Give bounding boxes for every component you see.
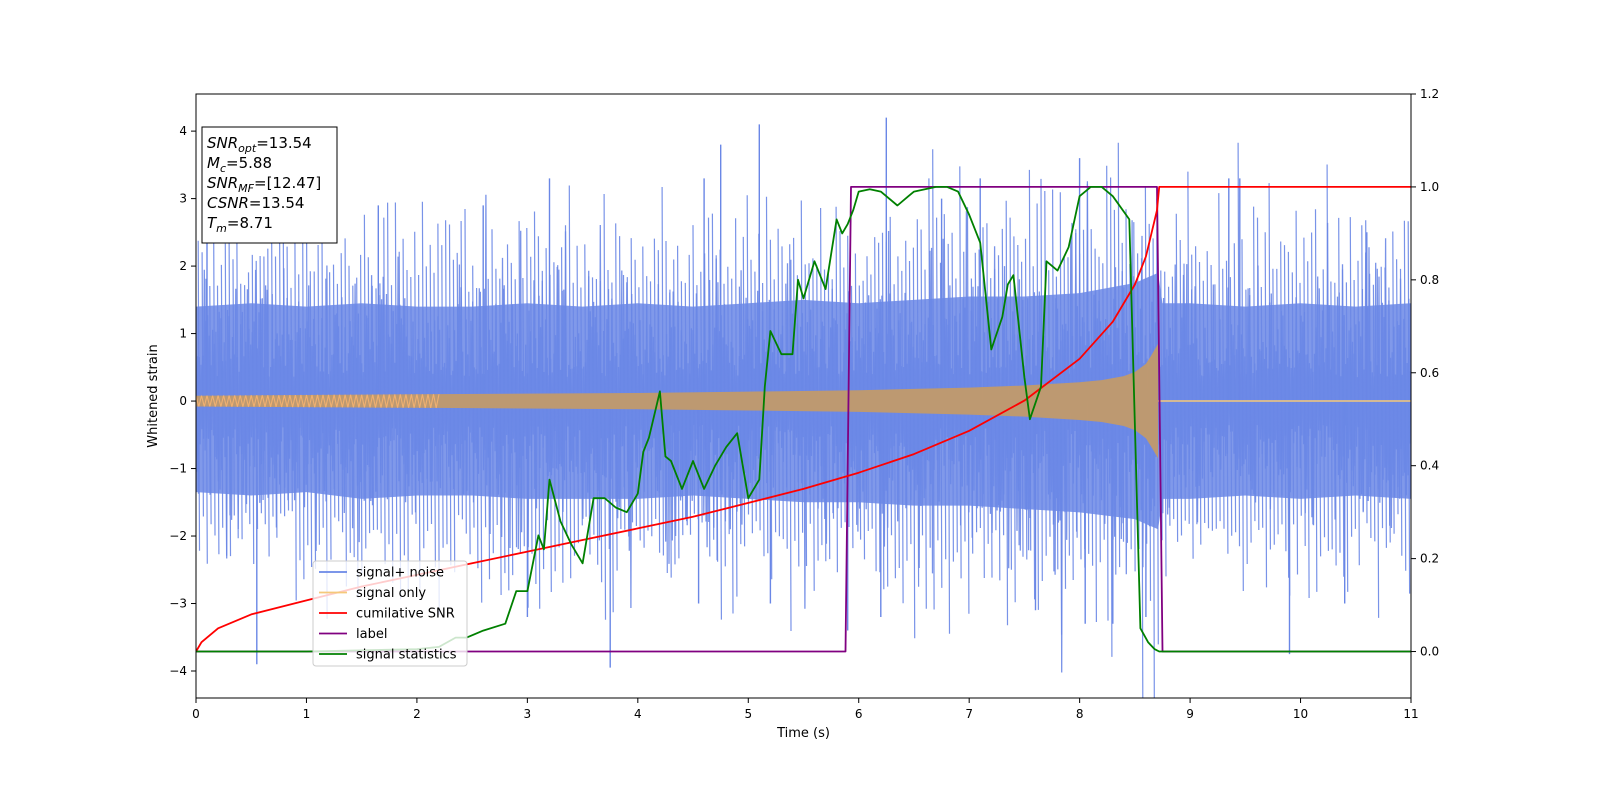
- legend-frame: [312, 560, 468, 667]
- annotation-line: Mc=5.88: [207, 154, 272, 175]
- legend-label: signal only: [356, 586, 426, 601]
- annotation-frame: [201, 126, 338, 244]
- y-left-tick-label: −2: [169, 529, 187, 543]
- annotation-value: =13.54: [256, 134, 312, 152]
- x-tick-label: 1: [303, 707, 311, 721]
- x-tick-label: 3: [524, 707, 532, 721]
- annotation-line: CSNR=13.54: [207, 194, 304, 212]
- x-axis-label: Time (s): [776, 726, 830, 741]
- y-left-tick-label: 0: [179, 394, 187, 408]
- annotation-symbol: SNR: [207, 174, 238, 192]
- y-right-tick-label: 0.0: [1420, 645, 1439, 659]
- x-tick-label: 6: [855, 707, 863, 721]
- x-tick-label: 10: [1293, 707, 1308, 721]
- x-tick-label: 8: [1076, 707, 1084, 721]
- legend-label: cumilative SNR: [356, 607, 455, 622]
- y-left-tick-label: −1: [169, 462, 187, 476]
- y-right-tick-label: 1.0: [1420, 180, 1439, 194]
- right-axis-series: [196, 186, 1411, 653]
- y-right-tick-label: 1.2: [1420, 87, 1439, 101]
- annotation-subscript: c: [220, 162, 226, 175]
- plot-frame: [195, 93, 1412, 699]
- legend: signal+ noise signal only cumilative SNR la…: [312, 560, 468, 667]
- y-right-tick-label: 0.6: [1420, 366, 1439, 380]
- y-right-tick-label: 0.4: [1420, 459, 1439, 473]
- x-tick-label: 9: [1186, 707, 1194, 721]
- annotation-symbol: M: [207, 154, 220, 172]
- y-left-tick-label: −3: [169, 597, 187, 611]
- signal-only-series: [196, 343, 1411, 459]
- annotation-symbol: CSNR: [207, 194, 249, 212]
- x-tick-label: 4: [634, 707, 642, 721]
- annotation-symbol: SNR: [207, 134, 238, 152]
- series-line-cumilative-snr: [196, 186, 1411, 652]
- annotation-line: SNRMF=[12.47]: [207, 174, 321, 195]
- x-tick-label: 7: [965, 707, 973, 721]
- x-tick-label: 11: [1403, 707, 1418, 721]
- y-axis-left: −4 −3 −2 −1 0 1 2 3 4: [169, 124, 196, 678]
- series-line-signal-statistics: [196, 186, 1411, 653]
- signal-only-band: [196, 343, 1159, 459]
- y-axis-right: 0.0 0.2 0.4 0.6 0.8 1.0 1.2: [1411, 87, 1439, 659]
- annotation-value: =8.71: [227, 214, 273, 232]
- legend-label: signal statistics: [356, 648, 457, 663]
- y-right-tick-label: 0.2: [1420, 552, 1439, 566]
- legend-label: label: [356, 627, 387, 642]
- annotation-value: =5.88: [226, 154, 272, 172]
- annotation-line: Tm=8.71: [207, 214, 273, 235]
- annotation-subscript: opt: [238, 142, 257, 155]
- annotation-symbol: T: [207, 214, 218, 232]
- annotation-subscript: m: [216, 222, 227, 235]
- x-tick-label: 5: [744, 707, 752, 721]
- stats-annotation-box: SNRopt=13.54Mc=5.88SNRMF=[12.47]CSNR=13.…: [201, 126, 338, 244]
- y-left-tick-label: 4: [179, 124, 187, 138]
- y-left-tick-label: 2: [179, 259, 187, 273]
- legend-label: signal+ noise: [356, 566, 444, 581]
- y-axis-label: Whitened strain: [146, 344, 161, 447]
- y-left-tick-label: 1: [179, 327, 187, 341]
- y-left-tick-label: −4: [169, 664, 187, 678]
- signal-only-oscillation: [196, 394, 440, 409]
- x-tick-label: 0: [192, 707, 200, 721]
- annotation-line: SNRopt=13.54: [207, 134, 312, 155]
- x-tick-label: 2: [413, 707, 421, 721]
- y-left-tick-label: 3: [179, 192, 187, 206]
- annotation-subscript: MF: [238, 182, 254, 195]
- y-right-tick-label: 0.8: [1420, 273, 1439, 287]
- x-axis: 0 1 2 3 4 5 6 7 8 9 10 11: [192, 698, 1419, 721]
- annotation-value: =13.54: [249, 194, 305, 212]
- annotation-value: =[12.47]: [254, 174, 321, 192]
